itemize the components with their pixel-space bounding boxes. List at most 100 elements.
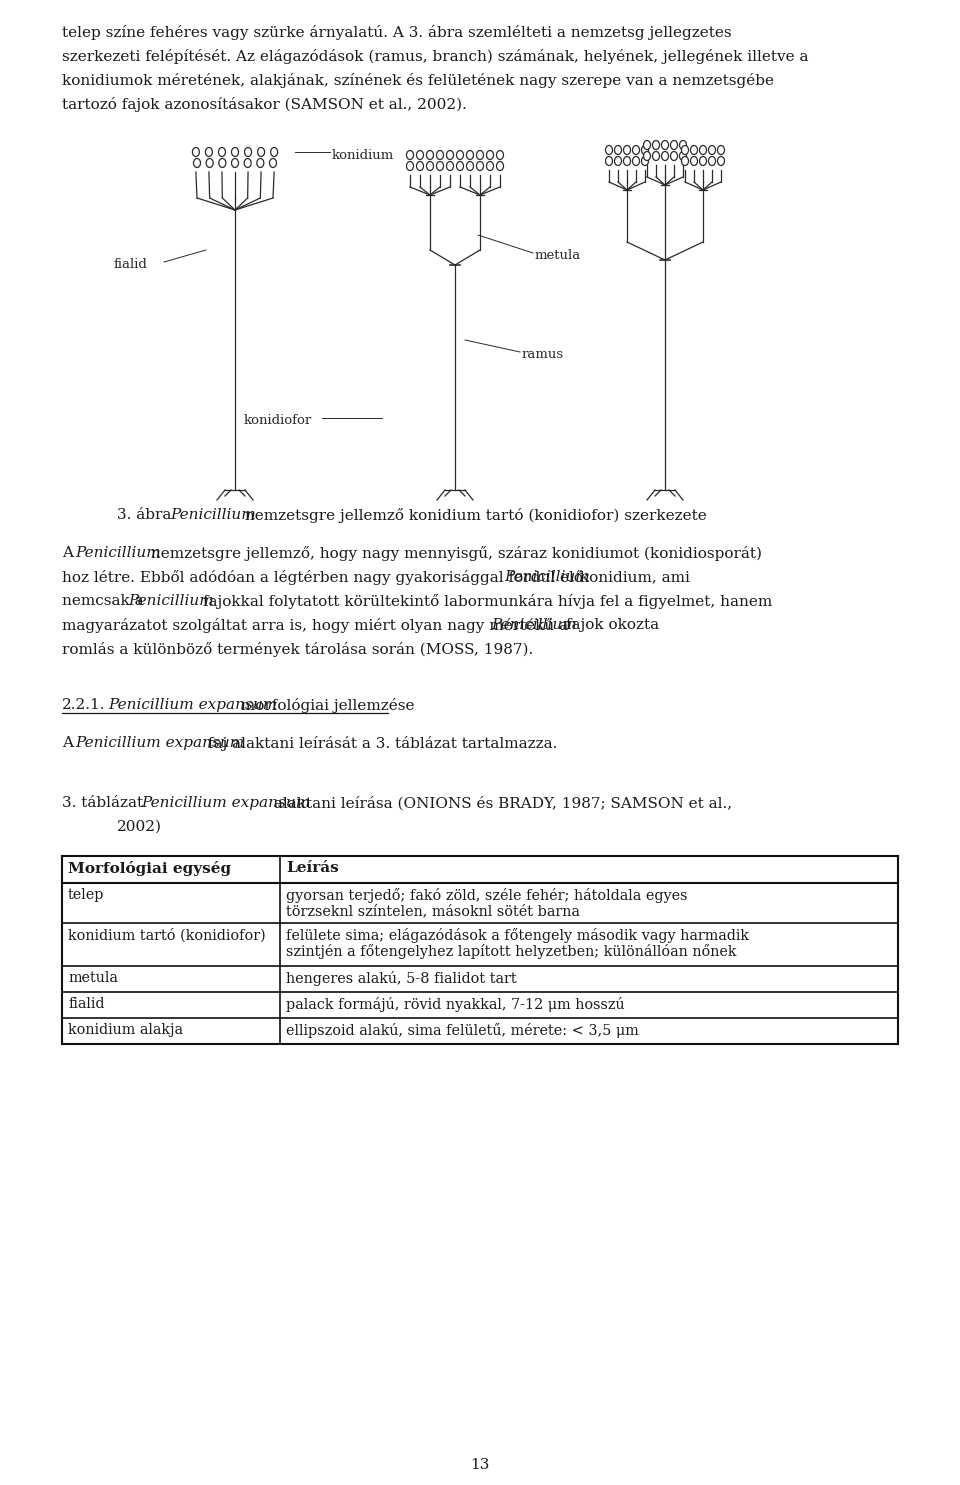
Text: A: A (62, 737, 78, 750)
Ellipse shape (487, 162, 493, 171)
Ellipse shape (231, 147, 238, 156)
Ellipse shape (406, 162, 414, 171)
Text: konidiofor: konidiofor (244, 414, 312, 428)
Text: magyarázatot szolgáltat arra is, hogy miért olyan nagy mértékű a: magyarázatot szolgáltat arra is, hogy mi… (62, 618, 573, 633)
Ellipse shape (643, 151, 651, 160)
Ellipse shape (467, 162, 473, 171)
Ellipse shape (257, 147, 265, 156)
Ellipse shape (426, 162, 434, 171)
Ellipse shape (606, 146, 612, 154)
Ellipse shape (717, 156, 725, 165)
Ellipse shape (682, 156, 688, 165)
Ellipse shape (653, 151, 660, 160)
Text: hoz létre. Ebből adódóan a légtérben nagy gyakorisággal fordul elő: hoz létre. Ebből adódóan a légtérben nag… (62, 570, 588, 585)
Ellipse shape (680, 141, 686, 150)
Text: romlás a különböző termények tárolása során (MOSS, 1987).: romlás a különböző termények tárolása so… (62, 642, 533, 656)
Text: fialid: fialid (68, 996, 105, 1011)
Text: fajok okozta: fajok okozta (562, 618, 660, 633)
Ellipse shape (446, 162, 453, 171)
Ellipse shape (205, 147, 212, 156)
Text: ramus: ramus (522, 347, 564, 361)
Ellipse shape (623, 146, 631, 154)
Ellipse shape (487, 150, 493, 159)
Ellipse shape (682, 146, 688, 154)
Ellipse shape (219, 159, 226, 168)
Text: szerkezeti felépítését. Az elágazódások (ramus, branch) számának, helyének, jell: szerkezeti felépítését. Az elágazódások … (62, 49, 808, 64)
Text: Penicillium: Penicillium (75, 546, 161, 560)
Ellipse shape (717, 146, 725, 154)
Ellipse shape (437, 150, 444, 159)
Text: gyorsan terjedő; fakó zöld, széle fehér; hátoldala egyes: gyorsan terjedő; fakó zöld, széle fehér;… (286, 888, 687, 903)
Ellipse shape (670, 151, 678, 160)
Ellipse shape (496, 150, 503, 159)
Text: Penicillium expansum: Penicillium expansum (141, 796, 310, 809)
Text: 3. ábra: 3. ábra (117, 508, 177, 523)
Ellipse shape (690, 146, 698, 154)
Ellipse shape (700, 146, 707, 154)
Text: konidium tartó (konidiofor): konidium tartó (konidiofor) (68, 928, 266, 943)
Text: felülete sima; elágazódások a főtengely második vagy harmadik: felülete sima; elágazódások a főtengely … (286, 928, 749, 943)
Text: morfológiai jellemzése: morfológiai jellemzése (236, 698, 415, 713)
Ellipse shape (643, 141, 651, 150)
Text: Penicillium: Penicillium (170, 508, 255, 523)
Text: nemzetsgre jellemző konidium tartó (konidiofor) szerkezete: nemzetsgre jellemző konidium tartó (koni… (240, 508, 707, 523)
Text: palack formájú, rövid nyakkal, 7-12 μm hosszú: palack formájú, rövid nyakkal, 7-12 μm h… (286, 996, 625, 1011)
Ellipse shape (417, 150, 423, 159)
Text: Morfológiai egység: Morfológiai egység (68, 861, 231, 876)
Ellipse shape (437, 162, 444, 171)
Ellipse shape (192, 147, 200, 156)
Ellipse shape (476, 162, 484, 171)
Ellipse shape (690, 156, 698, 165)
Ellipse shape (641, 146, 649, 154)
Text: szintjén a főtengelyhez lapított helyzetben; különállóan nőnek: szintjén a főtengelyhez lapított helyzet… (286, 944, 736, 959)
Text: konidium: konidium (332, 148, 395, 162)
Ellipse shape (633, 156, 639, 165)
Text: Penicillium: Penicillium (128, 594, 214, 607)
Ellipse shape (633, 146, 639, 154)
Ellipse shape (219, 147, 226, 156)
Text: 2002): 2002) (117, 820, 162, 835)
Text: A: A (62, 546, 78, 560)
Ellipse shape (244, 159, 252, 168)
Text: 3. táblázat: 3. táblázat (62, 796, 148, 809)
Ellipse shape (700, 156, 707, 165)
Ellipse shape (271, 147, 277, 156)
Text: 2.2.1.: 2.2.1. (62, 698, 106, 711)
Text: konidiumok méretének, alakjának, színének és felületének nagy szerepe van a nemz: konidiumok méretének, alakjának, színéne… (62, 73, 774, 88)
Text: fialid: fialid (114, 258, 148, 270)
Ellipse shape (708, 146, 715, 154)
Ellipse shape (614, 146, 621, 154)
Ellipse shape (426, 150, 434, 159)
Ellipse shape (641, 156, 649, 165)
Text: telep színe fehéres vagy szürke árnyalatú. A 3. ábra szemlélteti a nemzetsg jell: telep színe fehéres vagy szürke árnyalat… (62, 25, 732, 40)
Text: konidium alakja: konidium alakja (68, 1023, 183, 1037)
Text: fajokkal folytatott körültekintő labormunkára hívja fel a figyelmet, hanem: fajokkal folytatott körültekintő labormu… (199, 594, 773, 609)
Text: Leírás: Leírás (286, 861, 339, 875)
Text: konidium, ami: konidium, ami (575, 570, 689, 584)
Ellipse shape (270, 159, 276, 168)
Text: 13: 13 (470, 1458, 490, 1472)
Ellipse shape (457, 162, 464, 171)
Text: alaktani leírása (ONIONS és BRADY, 1987; SAMSON et al.,: alaktani leírása (ONIONS és BRADY, 1987;… (269, 796, 732, 811)
Ellipse shape (661, 151, 668, 160)
Ellipse shape (231, 159, 238, 168)
Ellipse shape (606, 156, 612, 165)
Ellipse shape (417, 162, 423, 171)
Ellipse shape (623, 156, 631, 165)
Text: telep: telep (68, 888, 105, 901)
Text: hengeres alakú, 5-8 fialidot tart: hengeres alakú, 5-8 fialidot tart (286, 971, 516, 986)
Ellipse shape (476, 150, 484, 159)
Text: faj alaktani leírását a 3. táblázat tartalmazza.: faj alaktani leírását a 3. táblázat tart… (204, 737, 558, 751)
Ellipse shape (446, 150, 453, 159)
Ellipse shape (194, 159, 201, 168)
Text: Penicillium: Penicillium (491, 618, 577, 633)
Ellipse shape (496, 162, 503, 171)
Text: Penicillium expansum: Penicillium expansum (75, 737, 245, 750)
Ellipse shape (661, 141, 668, 150)
Text: tartozó fajok azonosításakor (SAMSON et al., 2002).: tartozó fajok azonosításakor (SAMSON et … (62, 97, 467, 111)
Ellipse shape (653, 141, 660, 150)
Ellipse shape (457, 150, 464, 159)
Ellipse shape (680, 151, 686, 160)
Ellipse shape (245, 147, 252, 156)
Ellipse shape (467, 150, 473, 159)
